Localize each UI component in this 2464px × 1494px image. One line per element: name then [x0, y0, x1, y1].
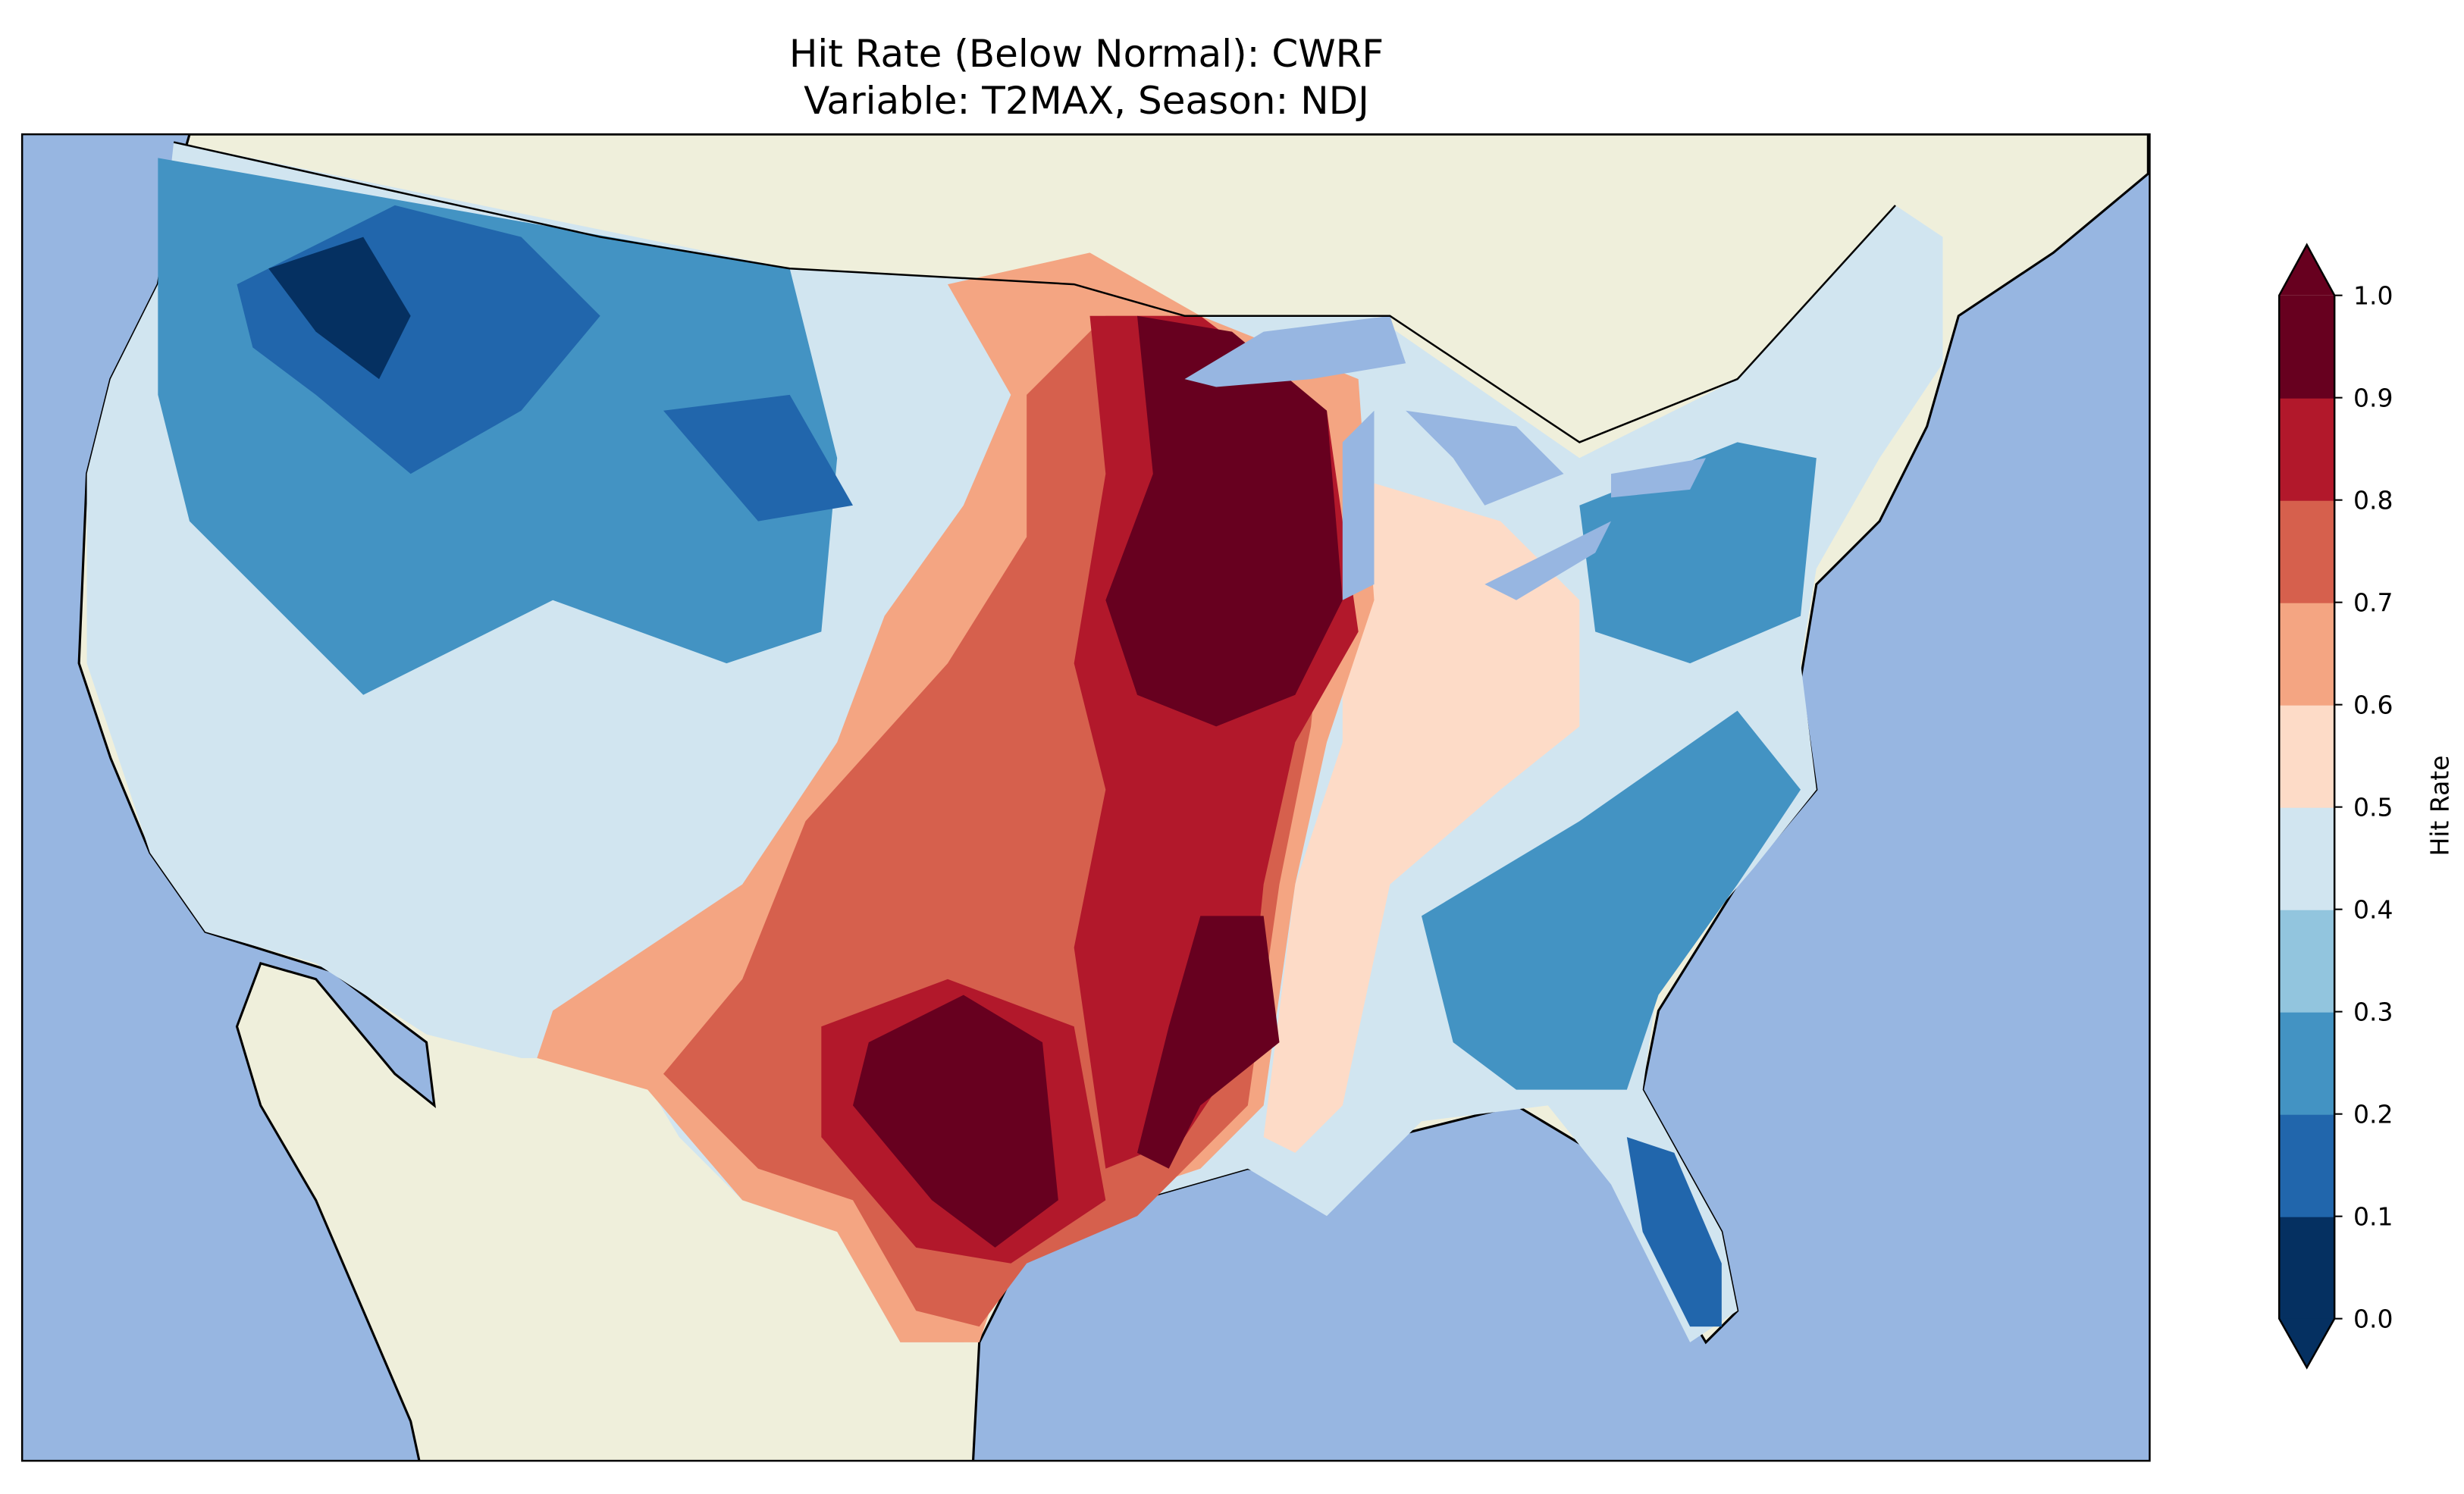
- colorbar-tick-label: 0.7: [2353, 587, 2393, 618]
- heat-region: [1579, 442, 1817, 664]
- colorbar-tick-label: 0.2: [2353, 1099, 2393, 1129]
- colorbar-extend-min: [2279, 1318, 2335, 1368]
- colorbar: [2278, 243, 2343, 1370]
- colorbar-tick-label: 0.4: [2353, 894, 2393, 925]
- great-lakes: [1184, 315, 1706, 600]
- colorbar-bin: [2279, 807, 2335, 910]
- heat-region: [1105, 315, 1343, 727]
- colorbar-bin: [2279, 1113, 2335, 1217]
- heat-region: [1422, 710, 1801, 1090]
- axes-frame: [20, 133, 2151, 1462]
- heat-region: [1626, 1137, 1722, 1327]
- colorbar-bin: [2279, 1011, 2335, 1115]
- colorbar-tick-label: 0.3: [2353, 997, 2393, 1027]
- us-canada-border: [173, 141, 1896, 443]
- colorbar-tick-label: 0.5: [2353, 792, 2393, 822]
- colorbar-tick-label: 0.6: [2353, 690, 2393, 720]
- heat-region: [853, 994, 1058, 1248]
- colorbar-tick-label: 0.8: [2353, 485, 2393, 515]
- colorbar-bin: [2279, 295, 2335, 399]
- heat-region: [1137, 916, 1280, 1169]
- colorbar-bin: [2279, 602, 2335, 706]
- heat-region: [268, 236, 411, 380]
- heat-region: [663, 394, 853, 521]
- colorbar-bin: [2279, 1216, 2335, 1320]
- chart-title-line1: Hit Rate (Below Normal): CWRF: [788, 32, 1384, 76]
- colorbar-bin: [2279, 500, 2335, 603]
- colorbar-bin: [2279, 704, 2335, 808]
- colorbar-tick-label: 0.1: [2353, 1201, 2393, 1232]
- colorbar-bin: [2279, 397, 2335, 501]
- colorbar-tick-label: 1.0: [2353, 280, 2393, 311]
- chart-title-line2: Variable: T2MAX, Season: NDJ: [804, 79, 1369, 123]
- colorbar-label: Hit Rate: [2425, 755, 2455, 857]
- colorbar-tick-label: 0.0: [2353, 1304, 2393, 1334]
- colorbar-extend-max: [2279, 245, 2335, 296]
- colorbar-tick-label: 0.9: [2353, 383, 2393, 413]
- colorbar-bin: [2279, 909, 2335, 1013]
